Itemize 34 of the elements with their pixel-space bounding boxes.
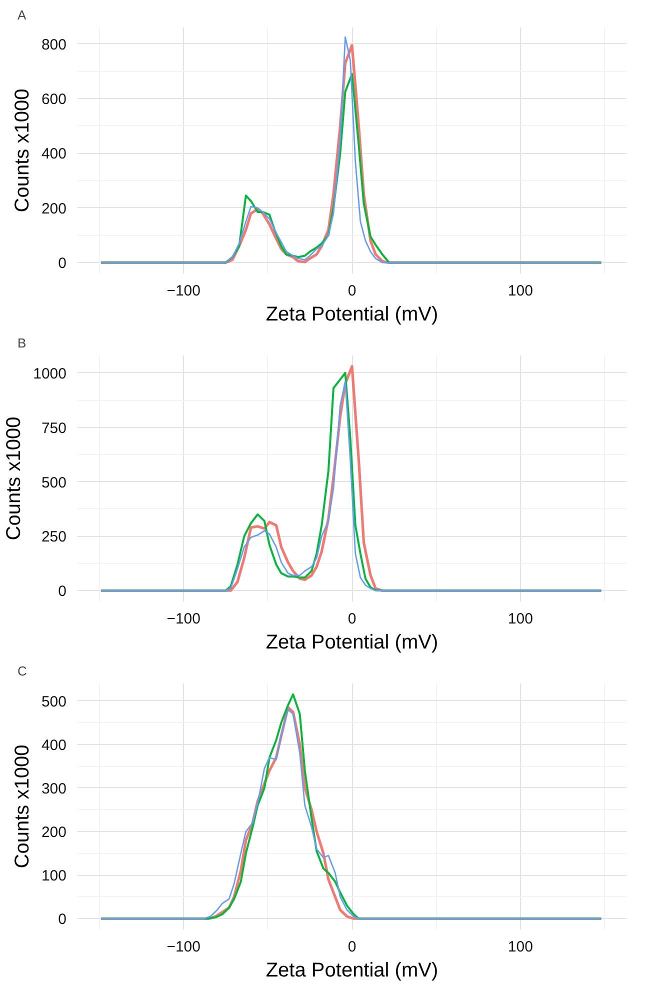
x-axis-title: Zeta Potential (mV)	[266, 304, 438, 326]
x-tick-label: −100	[166, 938, 200, 956]
y-tick-label: 200	[41, 200, 67, 218]
chart-title: C	[18, 664, 27, 678]
x-tick-label: 100	[508, 282, 533, 300]
y-tick-label: 400	[41, 736, 67, 754]
y-tick-label: 500	[41, 693, 67, 710]
y-axis-title: Counts x1000	[11, 744, 34, 868]
y-tick-label: 300	[41, 780, 67, 798]
x-tick-label: 0	[348, 282, 356, 300]
x-tick-label: 0	[348, 938, 356, 956]
y-tick-label: 400	[41, 146, 67, 163]
y-tick-label: 600	[41, 91, 67, 108]
y-tick-label: 750	[41, 420, 67, 437]
y-axis-title: Counts x1000	[11, 88, 34, 212]
y-axis-title: Counts x1000	[3, 416, 26, 540]
chart-title: B	[18, 336, 26, 350]
y-tick-label: 0	[58, 583, 66, 600]
y-tick-label: 800	[41, 36, 67, 54]
x-axis-title: Zeta Potential (mV)	[266, 632, 438, 654]
x-tick-label: 100	[508, 610, 533, 628]
x-tick-label: −100	[166, 610, 200, 628]
y-tick-label: 200	[41, 824, 67, 842]
y-tick-label: 1000	[33, 365, 67, 382]
y-tick-label: 500	[41, 474, 67, 492]
x-tick-label: 100	[508, 938, 533, 956]
x-tick-label: 0	[348, 610, 356, 628]
chart-title: A	[18, 8, 26, 22]
y-tick-label: 100	[41, 868, 67, 885]
y-tick-label: 0	[58, 911, 66, 928]
x-axis-title: Zeta Potential (mV)	[266, 960, 438, 982]
y-tick-label: 250	[41, 528, 67, 546]
x-tick-label: −100	[166, 282, 200, 300]
y-tick-label: 0	[58, 255, 66, 272]
